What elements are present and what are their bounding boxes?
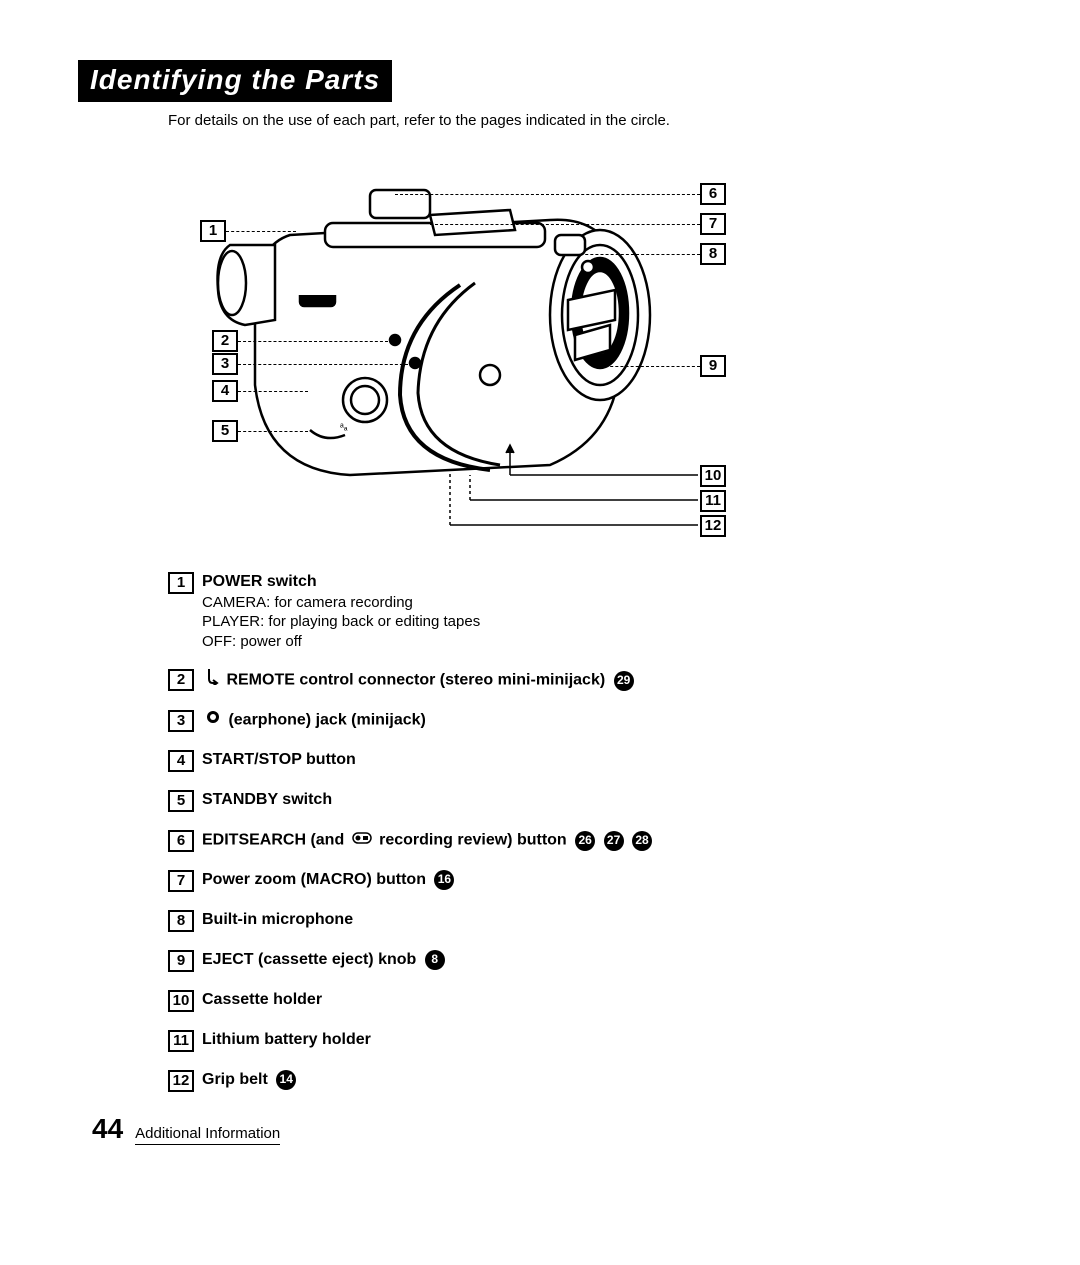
part-label: START/STOP button [202,751,356,768]
part-item-6: 6 EDITSEARCH (and recording review) butt… [168,830,888,852]
part-num: 5 [168,790,194,812]
review-icon [352,830,372,851]
callout-2: 2 [212,330,238,352]
part-item-11: 11 Lithium battery holder [168,1030,888,1052]
part-num: 7 [168,870,194,892]
page-ref: 26 [575,831,595,851]
section-title: Identifying the Parts [78,60,392,102]
part-item-4: 4 START/STOP button [168,750,888,772]
part-sub: PLAYER: for playing back or editing tape… [202,612,480,632]
part-label-pre: EDITSEARCH (and [202,832,349,849]
part-label: STANDBY switch [202,791,332,808]
callout-1: 1 [200,220,226,242]
page-footer: 44 Additional Information [92,1113,280,1145]
callout-6: 6 [700,183,726,205]
parts-list: 1 POWER switch CAMERA: for camera record… [168,572,888,1110]
part-num: 8 [168,910,194,932]
part-label: Grip belt [202,1071,268,1088]
page-ref: 29 [614,671,634,691]
part-item-3: 3 (earphone) jack (minijack) [168,710,888,732]
part-label: Power zoom (MACRO) button [202,871,426,888]
part-label: Lithium battery holder [202,1031,371,1048]
page-ref: 14 [276,1070,296,1090]
part-num: 1 [168,572,194,594]
part-label-post: recording review) button [375,832,567,849]
part-label: Cassette holder [202,991,322,1008]
callout-7: 7 [700,213,726,235]
part-sub: CAMERA: for camera recording [202,593,480,613]
part-item-5: 5 STANDBY switch [168,790,888,812]
page-number: 44 [92,1113,123,1145]
part-item-12: 12 Grip belt 14 [168,1070,888,1092]
part-num: 4 [168,750,194,772]
callout-12: 12 [700,515,726,537]
callout-8: 8 [700,243,726,265]
part-num: 11 [168,1030,194,1052]
part-num: 3 [168,710,194,732]
part-item-2: 2 REMOTE control connector (stereo mini-… [168,669,888,692]
remote-icon [205,669,219,692]
part-label: Built-in microphone [202,911,353,928]
part-num: 12 [168,1070,194,1092]
callout-3: 3 [212,353,238,375]
part-num: 9 [168,950,194,972]
callout-11: 11 [700,490,726,512]
part-sub: OFF: power off [202,632,480,652]
page-ref: 27 [604,831,624,851]
part-item-7: 7 Power zoom (MACRO) button 16 [168,870,888,892]
part-label: REMOTE control connector (stereo mini-mi… [226,672,605,689]
part-num: 10 [168,990,194,1012]
part-num: 2 [168,669,194,691]
page-ref: 8 [425,950,445,970]
part-label: EJECT (cassette eject) knob [202,951,416,968]
callout-9: 9 [700,355,726,377]
earphone-icon [205,710,221,731]
page-ref: 16 [434,870,454,890]
callout-10: 10 [700,465,726,487]
part-num: 6 [168,830,194,852]
part-label: POWER switch [202,573,317,590]
svg-text:ᵃₐ: ᵃₐ [340,422,348,433]
camcorder-illustration: ᵃₐ [170,175,750,535]
callout-5: 5 [212,420,238,442]
part-item-10: 10 Cassette holder [168,990,888,1012]
camcorder-diagram: 1 2 3 4 5 6 7 8 9 10 11 12 [170,175,750,535]
intro-text: For details on the use of each part, ref… [168,112,670,129]
part-item-1: 1 POWER switch CAMERA: for camera record… [168,572,888,651]
footer-section: Additional Information [135,1125,280,1145]
callout-4: 4 [212,380,238,402]
part-item-9: 9 EJECT (cassette eject) knob 8 [168,950,888,972]
part-item-8: 8 Built-in microphone [168,910,888,932]
page-ref: 28 [632,831,652,851]
part-label: (earphone) jack (minijack) [228,712,425,729]
